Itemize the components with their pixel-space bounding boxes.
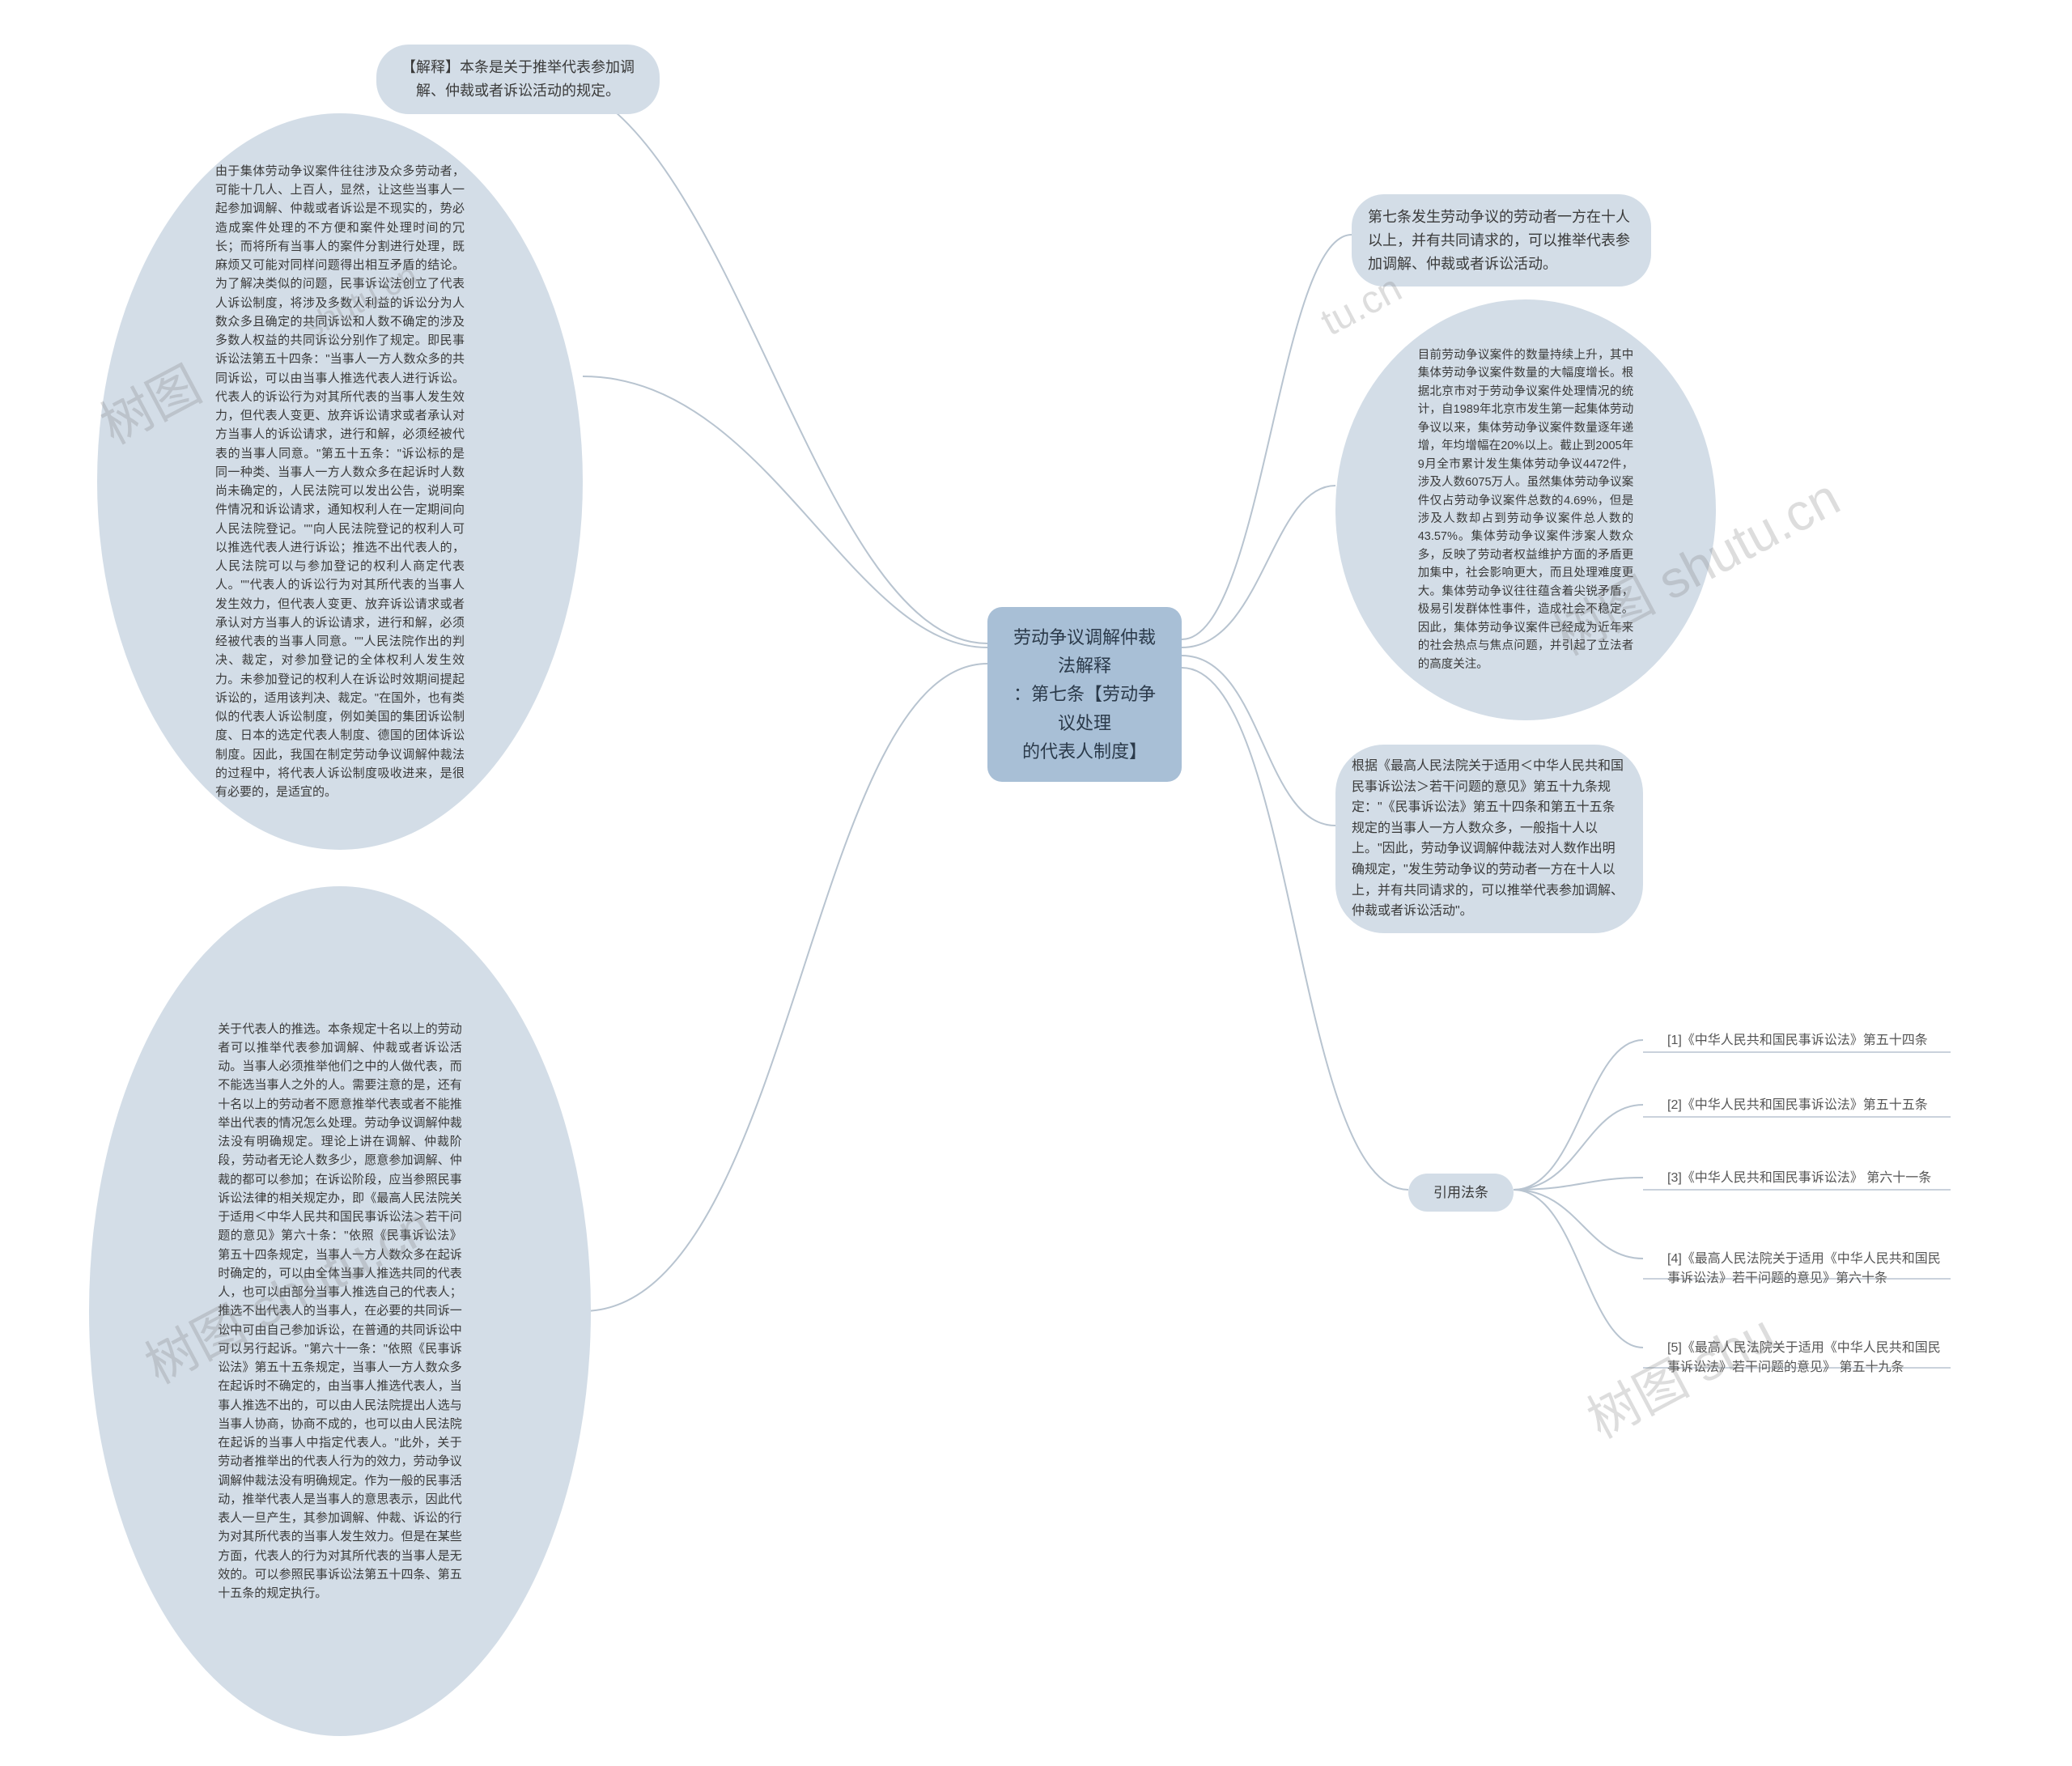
right-pill-2: 根据《最高人民法院关于适用＜中华人民共和国民事诉讼法＞若干问题的意见》第五十九条… bbox=[1335, 745, 1643, 933]
citations-label-text: 引用法条 bbox=[1433, 1185, 1488, 1200]
center-line3: 的代表人制度】 bbox=[1022, 741, 1147, 762]
right-pill-1-text: 第七条发生劳动争议的劳动者一方在十人以上，并有共同请求的，可以推举代表参加调解、… bbox=[1368, 209, 1630, 272]
right-pill-2-text: 根据《最高人民法院关于适用＜中华人民共和国民事诉讼法＞若干问题的意见》第五十九条… bbox=[1352, 756, 1627, 922]
citation-5: [5]《最高人民法院关于适用《中华人民共和国民事诉讼法》若干问题的意见》 第五十… bbox=[1651, 1327, 1959, 1389]
top-note-text: 【解释】本条是关于推举代表参加调解、仲裁或者诉讼活动的规定。 bbox=[401, 59, 635, 99]
citation-4: [4]《最高人民法院关于适用《中华人民共和国民事诉讼法》若干问题的意见》第六十条 bbox=[1651, 1238, 1959, 1300]
center-node: 劳动争议调解仲裁法解释 ：第七条【劳动争议处理 的代表人制度】 bbox=[987, 607, 1182, 782]
left-bubble-1-text: 由于集体劳动争议案件往往涉及众多劳动者，可能十几人、上百人，显然，让这些当事人一… bbox=[215, 162, 465, 802]
right-bubble-text: 目前劳动争议案件的数量持续上升，其中集体劳动争议案件数量的大幅度增长。根据北京市… bbox=[1418, 346, 1634, 673]
left-bubble-2-text: 关于代表人的推选。本条规定十名以上的劳动者可以推举代表参加调解、仲裁或者诉讼活动… bbox=[218, 1020, 462, 1603]
citation-2: [2]《中华人民共和国民事诉讼法》第五十五条 bbox=[1651, 1085, 1944, 1127]
center-line2: ：第七条【劳动争议处理 bbox=[1013, 684, 1156, 732]
right-bubble: 目前劳动争议案件的数量持续上升，其中集体劳动争议案件数量的大幅度增长。根据北京市… bbox=[1335, 299, 1716, 720]
left-bubble-1: 由于集体劳动争议案件往往涉及众多劳动者，可能十几人、上百人，显然，让这些当事人一… bbox=[97, 113, 583, 850]
center-line1: 劳动争议调解仲裁法解释 bbox=[1013, 627, 1156, 676]
top-note: 【解释】本条是关于推举代表参加调解、仲裁或者诉讼活动的规定。 bbox=[376, 45, 660, 114]
citations-label: 引用法条 bbox=[1408, 1174, 1514, 1212]
citation-1: [1]《中华人民共和国民事诉讼法》第五十四条 bbox=[1651, 1020, 1944, 1062]
left-bubble-2: 关于代表人的推选。本条规定十名以上的劳动者可以推举代表参加调解、仲裁或者诉讼活动… bbox=[89, 886, 591, 1736]
citation-3: [3]《中华人民共和国民事诉讼法》 第六十一条 bbox=[1651, 1157, 1947, 1199]
right-pill-1: 第七条发生劳动争议的劳动者一方在十人以上，并有共同请求的，可以推举代表参加调解、… bbox=[1352, 194, 1651, 287]
